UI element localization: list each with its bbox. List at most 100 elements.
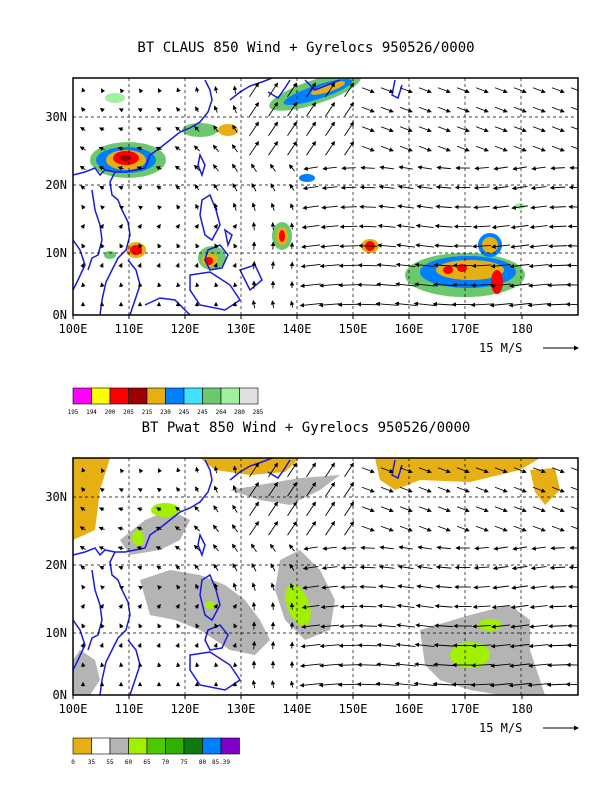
wind-arrow bbox=[340, 584, 357, 590]
colorbar-label: 230 bbox=[160, 409, 171, 416]
wind-arrow bbox=[195, 466, 200, 473]
colorbar-label: 280 bbox=[234, 409, 245, 416]
wind-arrow bbox=[302, 205, 319, 210]
colorbar-label: 194 bbox=[86, 409, 97, 416]
wind-arrow bbox=[436, 545, 451, 550]
wind-arrow bbox=[379, 545, 394, 550]
wind-arrow bbox=[119, 282, 124, 288]
wind-arrow bbox=[193, 525, 200, 532]
wind-arrow bbox=[213, 203, 219, 211]
wind-arrow bbox=[399, 87, 413, 94]
wind-arrow bbox=[176, 204, 181, 210]
wind-arrow bbox=[303, 546, 318, 551]
wind-arrow bbox=[435, 584, 452, 589]
colorbar-label: 0 bbox=[71, 759, 75, 766]
wind-arrow bbox=[232, 642, 237, 648]
wind-arrow bbox=[212, 144, 219, 152]
wind-arrow bbox=[233, 243, 238, 249]
colorbar-swatch bbox=[72, 737, 92, 755]
longitude-label: 110E bbox=[115, 322, 144, 336]
longitude-label: 110E bbox=[115, 702, 144, 716]
wind-arrow bbox=[456, 467, 470, 474]
wind-arrow bbox=[270, 202, 276, 211]
wind-arrow bbox=[119, 585, 125, 591]
wind-arrow bbox=[306, 501, 316, 516]
colorbar-swatch bbox=[165, 737, 185, 755]
wind-arrow bbox=[338, 282, 360, 288]
wind-arrow bbox=[510, 604, 529, 610]
wind-arrow bbox=[193, 145, 200, 152]
wind-arrow bbox=[194, 223, 199, 229]
longitude-label: 180 bbox=[511, 322, 533, 336]
wind-arrow bbox=[175, 126, 181, 132]
wind-arrow bbox=[570, 506, 578, 510]
wind-arrow bbox=[548, 623, 567, 629]
bottom-map-frame bbox=[72, 457, 579, 696]
wind-arrow bbox=[494, 486, 508, 493]
wind-arrow bbox=[99, 262, 104, 268]
wind-arrow bbox=[319, 663, 341, 668]
top-panel-title: BT CLAUS 850 Wind + Gyrelocs 950526/0000 bbox=[137, 40, 475, 56]
wind-arrow bbox=[436, 165, 451, 170]
wind-arrow bbox=[270, 222, 276, 231]
wind-arrow bbox=[290, 203, 295, 211]
wind-arrow bbox=[344, 121, 354, 136]
wind-arrow bbox=[532, 106, 546, 113]
wind-arrow bbox=[399, 506, 413, 513]
colorbar-swatch bbox=[220, 737, 240, 755]
colorbar-label: 60 bbox=[125, 759, 133, 766]
wind-arrow bbox=[306, 462, 316, 477]
wind-arrow bbox=[195, 583, 200, 590]
wind-arrow bbox=[433, 642, 454, 648]
wind-arrow bbox=[570, 486, 578, 491]
wind-arrow bbox=[551, 467, 565, 474]
wind-arrow bbox=[530, 565, 547, 571]
wind-arrow bbox=[325, 462, 335, 477]
wind-arrow bbox=[529, 244, 549, 249]
wind-arrow bbox=[320, 244, 340, 249]
wind-arrow bbox=[531, 546, 546, 551]
wind-arrow bbox=[319, 263, 340, 269]
wind-arrow bbox=[138, 243, 143, 249]
wind-arrow bbox=[155, 526, 162, 531]
wind-arrow bbox=[529, 624, 549, 629]
wind-arrow bbox=[231, 144, 238, 153]
wind-arrow bbox=[80, 642, 85, 648]
wind-arrow bbox=[399, 145, 413, 152]
longitude-label: 130E bbox=[227, 702, 256, 716]
wind-arrow bbox=[80, 185, 86, 190]
wind-arrow bbox=[513, 506, 527, 513]
wind-arrow bbox=[417, 165, 432, 170]
wind-arrow bbox=[251, 299, 257, 309]
wind-arrow bbox=[396, 243, 416, 248]
wind-arrow bbox=[318, 682, 341, 688]
wind-arrow bbox=[289, 563, 295, 571]
wind-arrow bbox=[415, 623, 435, 628]
wind-arrow bbox=[174, 146, 181, 151]
wind-arrow bbox=[80, 565, 86, 570]
wind-arrow bbox=[174, 545, 181, 551]
wind-arrow bbox=[509, 643, 530, 649]
wind-arrow bbox=[249, 102, 259, 117]
wind-arrow bbox=[138, 282, 143, 288]
wind-arrow bbox=[136, 127, 143, 132]
wind-arrow bbox=[251, 582, 257, 591]
wind-arrow bbox=[98, 166, 105, 171]
wind-arrow bbox=[81, 467, 86, 473]
wind-arrow bbox=[81, 662, 86, 668]
wind-arrow bbox=[213, 465, 219, 474]
wind-arrow bbox=[413, 301, 436, 307]
wind-arrow bbox=[380, 106, 394, 113]
wind-arrow bbox=[470, 302, 493, 308]
wind-arrow bbox=[434, 243, 453, 248]
wind-arrow bbox=[492, 185, 509, 191]
wind-arrow bbox=[375, 301, 398, 307]
wind-arrow bbox=[344, 462, 354, 477]
wind-arrow bbox=[325, 482, 335, 497]
wind-arrow bbox=[379, 165, 394, 170]
wind-arrow bbox=[118, 108, 124, 113]
wind-arrow bbox=[512, 546, 527, 551]
wind-arrow bbox=[395, 262, 416, 268]
wind-arrow bbox=[100, 623, 105, 629]
wind-arrow bbox=[361, 145, 375, 152]
